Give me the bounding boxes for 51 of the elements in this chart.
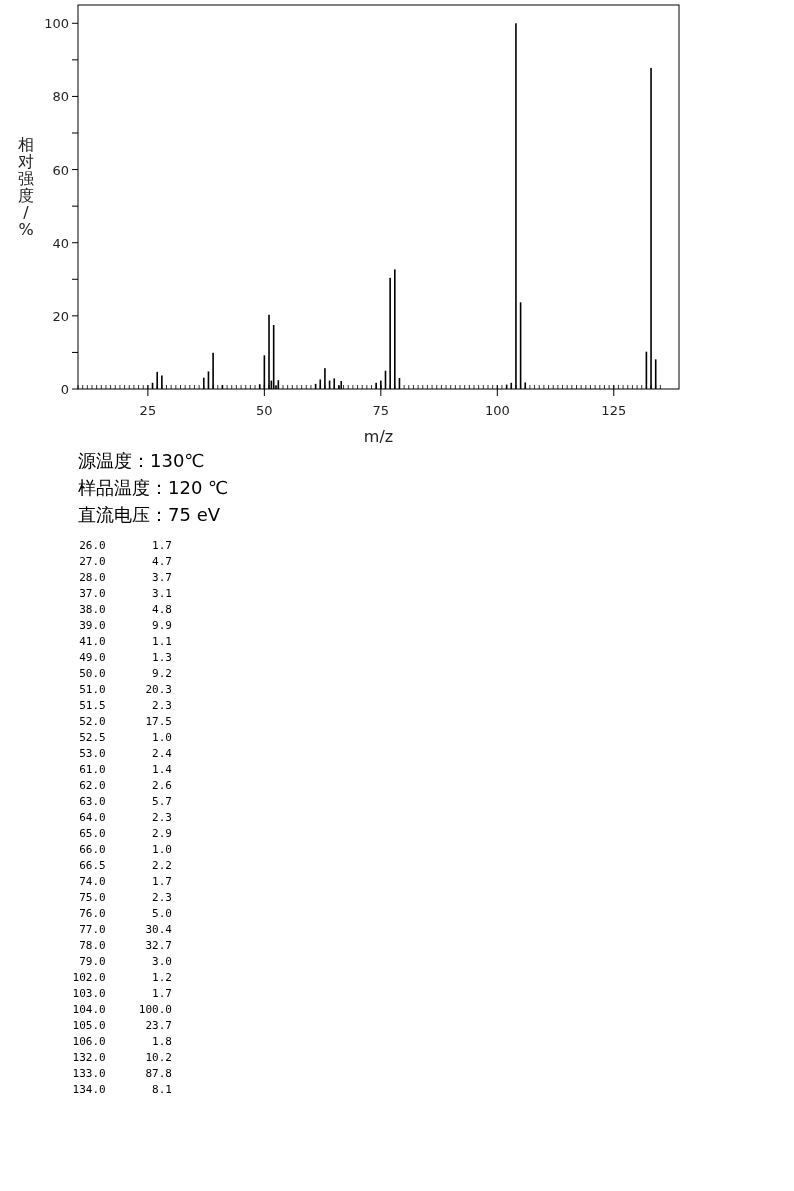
x-tick-label: 25 [139,403,157,418]
text: 65.0 2.9 [66,827,172,840]
text: 79.0 3.0 [66,955,172,968]
text: 103.0 1.7 [66,987,172,1000]
text: 102.0 1.2 [66,971,172,984]
text: 53.0 2.4 [66,747,173,760]
y-axis-title: 相对强度/% [18,135,34,239]
y-tick-label: 20 [52,308,69,324]
text: 133.0 87.8 [66,1067,172,1080]
text: 源温度：130℃ [78,450,205,471]
text: 39.0 9.9 [66,619,172,632]
text: 41.0 1.1 [66,635,172,648]
x-tick-label: 125 [601,403,627,418]
text: 61.0 1.4 [66,763,173,776]
x-tick-label: 75 [372,403,390,418]
text: 63.0 5.7 [66,795,172,808]
text: 105.0 23.7 [66,1019,172,1032]
text: 38.0 4.8 [66,603,172,616]
text: 62.0 2.6 [66,779,172,792]
text: 66.0 1.0 [66,843,172,856]
x-tick-label: 50 [256,403,273,418]
text: 76.0 5.0 [66,907,172,920]
x-axis-title: m/z [363,427,394,446]
text: 64.0 2.3 [66,811,172,824]
text: 样品温度：120 ℃ [78,477,229,498]
text: 直流电压：75 eV [78,504,221,525]
text: 106.0 1.8 [66,1035,172,1048]
y-tick-label: 60 [52,162,69,178]
y-tick-label: 0 [60,382,69,397]
text: 78.0 32.7 [66,939,172,952]
y-tick-label: 100 [44,16,69,32]
text: 52.0 17.5 [66,715,172,728]
text: 75.0 2.3 [66,891,172,904]
text: 74.0 1.7 [66,875,172,888]
text: 52.5 1.0 [66,731,172,744]
text: 77.0 30.4 [66,923,173,936]
text: 132.0 10.2 [66,1051,172,1064]
text: 27.0 4.7 [66,555,172,568]
y-tick-label: 80 [52,89,69,105]
y-tick-label: 40 [52,235,69,251]
text: 28.0 3.7 [66,571,172,584]
x-tick-label: 100 [484,403,510,418]
text: 50.0 9.2 [66,667,172,680]
text: 49.0 1.3 [66,651,172,664]
text: 51.0 20.3 [66,683,172,696]
text: 26.0 1.7 [66,539,172,552]
text: 51.5 2.3 [66,699,172,712]
text: 134.0 8.1 [66,1083,172,1096]
text: 66.5 2.2 [66,859,172,872]
text: 37.0 3.1 [66,587,172,600]
text: 104.0 100.0 [66,1003,172,1016]
